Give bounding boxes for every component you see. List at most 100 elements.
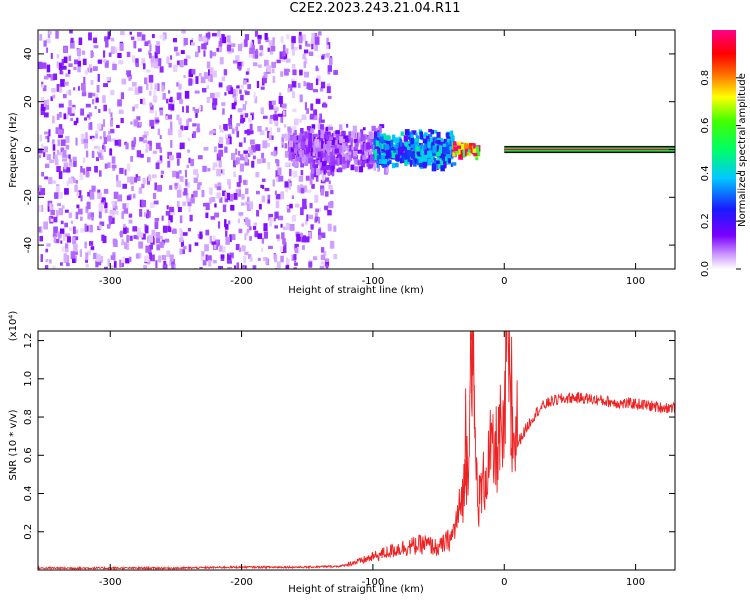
colorbar-tick-label: 0.8 [700, 70, 711, 86]
heatmap-cell [270, 135, 274, 140]
heatmap-cell [95, 97, 99, 103]
heatmap-cell [205, 33, 211, 38]
heatmap-cell [303, 49, 309, 54]
heatmap-cell [172, 170, 177, 178]
heatmap-cell [293, 254, 297, 260]
heatmap-cell [362, 155, 366, 160]
heatmap-cell [452, 151, 456, 157]
heatmap-cell [179, 176, 184, 182]
heatmap-cell [314, 194, 319, 203]
heatmap-cell [218, 221, 221, 229]
heatmap-cell [360, 162, 366, 168]
heatmap-cell [122, 183, 127, 189]
heatmap-cell [255, 49, 258, 55]
heatmap-cell [78, 54, 81, 62]
heatmap-cell [74, 184, 78, 192]
heatmap-cell [272, 179, 275, 187]
heatmap-cell [279, 246, 283, 252]
heatmap-cell [227, 255, 232, 261]
heatmap-cell [324, 205, 329, 211]
heatmap-cell [80, 216, 83, 221]
heatmap-cell [45, 248, 49, 253]
heatmap-cell [276, 234, 280, 239]
heatmap-cell [341, 142, 347, 150]
heatmap-cell [169, 227, 172, 233]
heatmap-cell [357, 137, 361, 144]
heatmap-cell [134, 104, 139, 109]
heatmap-cell [287, 144, 291, 153]
heatmap-cell [426, 136, 430, 144]
heatmap-cell [160, 170, 164, 175]
heatmap-cell [97, 123, 102, 130]
heatmap-cell [211, 241, 217, 245]
heatmap-cell [156, 83, 160, 91]
heatmap-cell [262, 140, 268, 149]
heatmap-cell [84, 241, 87, 249]
heatmap-cell [201, 189, 205, 198]
heatmap-cell [176, 189, 182, 198]
heatmap-cell [328, 136, 333, 140]
heatmap-cell [395, 137, 397, 145]
heatmap-cell [378, 126, 382, 133]
heatmap-cell [432, 145, 437, 153]
heatmap-cell [95, 93, 99, 100]
heatmap-cell [148, 74, 154, 83]
heatmap-cell [237, 62, 242, 69]
heatmap-cell [66, 236, 71, 243]
heatmap-cell [179, 60, 184, 68]
heatmap-cell [266, 65, 272, 73]
heatmap-cell [248, 226, 252, 231]
heatmap-cell [61, 246, 65, 252]
heatmap-cell [301, 205, 307, 210]
heatmap-cell [73, 87, 76, 91]
heatmap-cell [111, 156, 116, 164]
heatmap-cell [426, 135, 430, 139]
heatmap-cell [98, 203, 104, 212]
heatmap-cell [285, 222, 290, 230]
heatmap-cell [298, 31, 302, 37]
heatmap-cell [45, 163, 50, 168]
heatmap-cell [215, 92, 221, 98]
heatmap-cell [336, 132, 340, 139]
heatmap-cell [227, 49, 232, 54]
heatmap-cell [166, 205, 169, 210]
heatmap-cell [450, 130, 454, 138]
heatmap-cell [160, 235, 163, 240]
heatmap-cell [266, 143, 270, 147]
heatmap-cell [241, 245, 246, 252]
heatmap-cell [64, 154, 69, 159]
heatmap-cell [128, 76, 131, 81]
heatmap-cell [182, 106, 185, 113]
heatmap-cell [95, 260, 99, 268]
heatmap-cell [192, 131, 196, 138]
heatmap-cell [142, 98, 146, 106]
heatmap-cell [169, 206, 174, 213]
heatmap-cell [259, 130, 265, 136]
heatmap-cell [391, 138, 396, 143]
heatmap-cell [327, 124, 333, 129]
heatmap-cell [293, 148, 297, 154]
heatmap-cell [84, 225, 89, 232]
heatmap-cell [157, 184, 162, 192]
heatmap-cell [426, 146, 430, 151]
heatmap-cell [304, 159, 309, 166]
heatmap-cell [111, 37, 115, 42]
heatmap-cell [291, 126, 297, 131]
heatmap-cell [88, 32, 92, 41]
heatmap-cell [72, 258, 76, 263]
heatmap-cell [65, 244, 69, 253]
heatmap-cell [208, 69, 211, 76]
heatmap-cell [164, 263, 168, 269]
heatmap-cell [261, 178, 266, 182]
heatmap-cell [154, 182, 157, 191]
heatmap-cell [250, 139, 255, 145]
heatmap-cell [56, 84, 60, 92]
heatmap-cell [249, 201, 254, 210]
heatmap-cell [154, 61, 159, 69]
heatmap-cell [68, 55, 72, 61]
heatmap-cell [79, 249, 82, 257]
heatmap-cell [63, 46, 67, 53]
heatmap-cell [44, 176, 49, 180]
heatmap-cell [140, 153, 144, 158]
heatmap-cell [194, 90, 200, 94]
